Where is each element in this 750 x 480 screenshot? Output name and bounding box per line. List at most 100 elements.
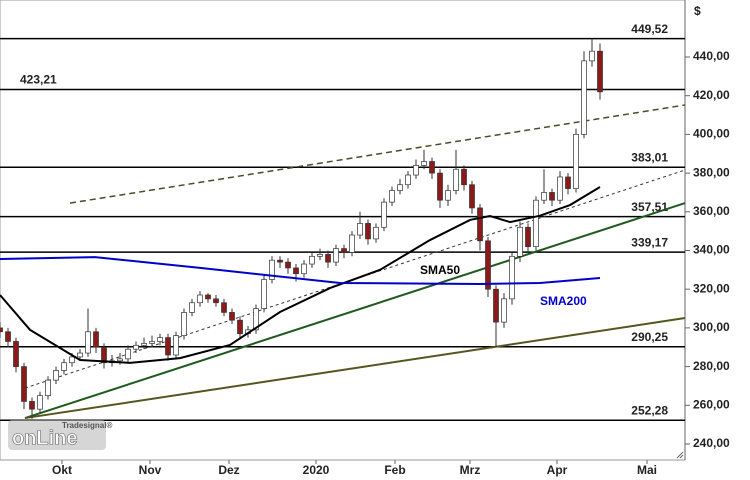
candle-body — [541, 192, 547, 201]
candle-body — [421, 161, 427, 166]
candle-body — [493, 288, 499, 323]
candle-body — [157, 337, 163, 342]
x-tick-label: Mai — [637, 463, 657, 477]
candle-body — [437, 172, 443, 201]
logo-name: onLine — [12, 427, 78, 449]
x-tick-label: Mrz — [460, 463, 481, 477]
candle-body — [533, 199, 539, 247]
candle-body — [581, 60, 587, 135]
series-label: SMA200 — [540, 294, 587, 308]
candle-body — [293, 267, 299, 275]
level-label: 449,52 — [631, 22, 668, 36]
sma-line — [0, 186, 601, 364]
y-tick-label: 400,00 — [693, 127, 730, 141]
candle-body — [597, 50, 603, 93]
candle-body — [301, 263, 307, 275]
candle-body — [269, 259, 275, 280]
candle-body — [173, 335, 179, 356]
candle-body — [45, 379, 51, 396]
candle-body — [573, 134, 579, 189]
candle-body — [397, 184, 403, 191]
candle-body — [21, 366, 27, 402]
trendline — [24, 202, 686, 420]
candle-body — [29, 401, 35, 410]
y-tick-label: 300,00 — [693, 320, 730, 334]
candle-body — [125, 348, 131, 360]
candle-body — [69, 356, 75, 364]
candle-body — [61, 362, 67, 371]
candle-body — [477, 207, 483, 242]
y-tick-label: 240,00 — [693, 436, 730, 450]
y-tick-label: 420,00 — [693, 88, 730, 102]
candle-body — [0, 327, 3, 333]
plot-area — [0, 0, 686, 461]
y-tick-label: 280,00 — [693, 359, 730, 373]
level-label: 423,21 — [20, 73, 57, 87]
candle-body — [85, 331, 91, 354]
logo: Tradesignal® onLine — [8, 420, 112, 450]
candle-body — [237, 319, 243, 335]
candle-body — [53, 370, 59, 381]
candle-body — [229, 312, 235, 321]
x-tick-label: Nov — [139, 463, 162, 477]
candle-body — [517, 226, 523, 257]
candle-body — [197, 294, 203, 304]
candle-body — [365, 223, 371, 240]
candle-body — [117, 358, 123, 362]
candle-body — [453, 168, 459, 191]
y-tick-label: 380,00 — [693, 165, 730, 179]
x-tick-label: Okt — [52, 463, 72, 477]
candle-body — [133, 344, 139, 350]
candle-body — [101, 346, 107, 364]
sma-line — [0, 256, 601, 285]
candle-body — [285, 261, 291, 269]
logo-brand: Tradesignal® — [62, 421, 112, 430]
y-tick-label: 340,00 — [693, 243, 730, 257]
candle-body — [389, 190, 395, 203]
candle-body — [485, 240, 491, 290]
level-label: 339,17 — [631, 235, 668, 249]
candle-body — [469, 184, 475, 209]
level-label: 252,28 — [631, 403, 668, 417]
candle-body — [565, 176, 571, 189]
candle-body — [37, 395, 43, 410]
trendline — [69, 104, 686, 204]
candle-body — [213, 298, 219, 304]
candle-body — [349, 234, 355, 253]
candle-body — [5, 331, 11, 342]
x-tick-label: 2020 — [303, 463, 330, 477]
candle-body — [549, 192, 555, 201]
trendline — [24, 317, 686, 420]
candle-body — [341, 248, 347, 253]
candle-body — [205, 294, 211, 300]
candle-body — [13, 341, 19, 367]
candle-body — [317, 254, 323, 257]
candle-body — [165, 337, 171, 356]
candle-body — [357, 223, 363, 236]
x-tick-label: Feb — [384, 463, 405, 477]
x-tick-label: Dez — [218, 463, 239, 477]
candle-body — [149, 341, 155, 344]
currency-label: $ — [694, 4, 701, 18]
x-tick-label: Apr — [547, 463, 568, 477]
candle-body — [221, 302, 227, 313]
candle-body — [277, 259, 283, 263]
candle-body — [413, 165, 419, 176]
y-tick-label: 320,00 — [693, 281, 730, 295]
corner-icon — [676, 451, 684, 459]
y-tick-label: 440,00 — [693, 49, 730, 63]
candle-body — [93, 331, 99, 348]
logo-box — [8, 420, 106, 450]
candle-body — [557, 176, 563, 201]
candle-body — [429, 161, 435, 174]
candle-body — [589, 50, 595, 62]
level-label: 383,01 — [631, 150, 668, 164]
candle-body — [525, 226, 531, 247]
level-label: 290,25 — [631, 330, 668, 344]
candle-body — [141, 343, 147, 346]
candle-body — [189, 302, 195, 313]
candle-body — [461, 168, 467, 186]
candle-body — [381, 201, 387, 228]
candle-body — [333, 248, 339, 263]
